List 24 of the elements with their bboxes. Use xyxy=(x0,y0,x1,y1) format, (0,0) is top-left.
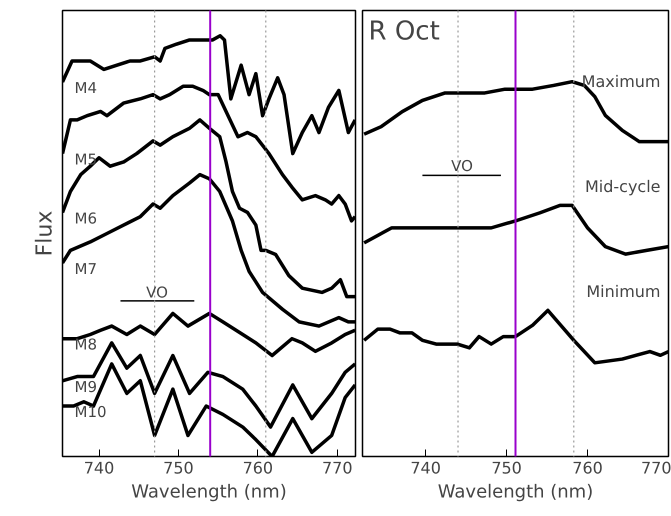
x-axis-title: Wavelength (nm) xyxy=(438,482,594,502)
x-tick-label: 760 xyxy=(572,458,603,478)
series-label: M5 xyxy=(74,150,97,169)
series-label: Mid-cycle xyxy=(584,177,660,196)
text: Minimum xyxy=(586,282,661,302)
x-tick-label: 760 xyxy=(242,458,274,478)
x-tick-label: 750 xyxy=(491,458,522,478)
series-label: M9 xyxy=(74,378,97,396)
y-axis-title: Flux xyxy=(32,210,58,256)
series-label: M6 xyxy=(74,209,97,228)
annotation: VO xyxy=(146,283,168,302)
x-tick-label: 740 xyxy=(84,458,114,478)
series-label: M8 xyxy=(74,336,97,354)
x-tick-label: 770 xyxy=(322,458,353,478)
chart-title: R Oct xyxy=(368,16,440,46)
x-tick-label: 750 xyxy=(163,458,194,478)
annotation: VO xyxy=(451,157,473,176)
series-label: Maximum xyxy=(582,72,661,92)
x-tick-label: 740 xyxy=(410,458,441,478)
x-axis-title: Wavelength (nm) xyxy=(131,482,287,502)
x-tick-label: 770 xyxy=(640,458,671,478)
series-label: M10 xyxy=(74,403,107,422)
series-label: M7 xyxy=(74,260,97,278)
series-label: M4 xyxy=(74,79,97,98)
